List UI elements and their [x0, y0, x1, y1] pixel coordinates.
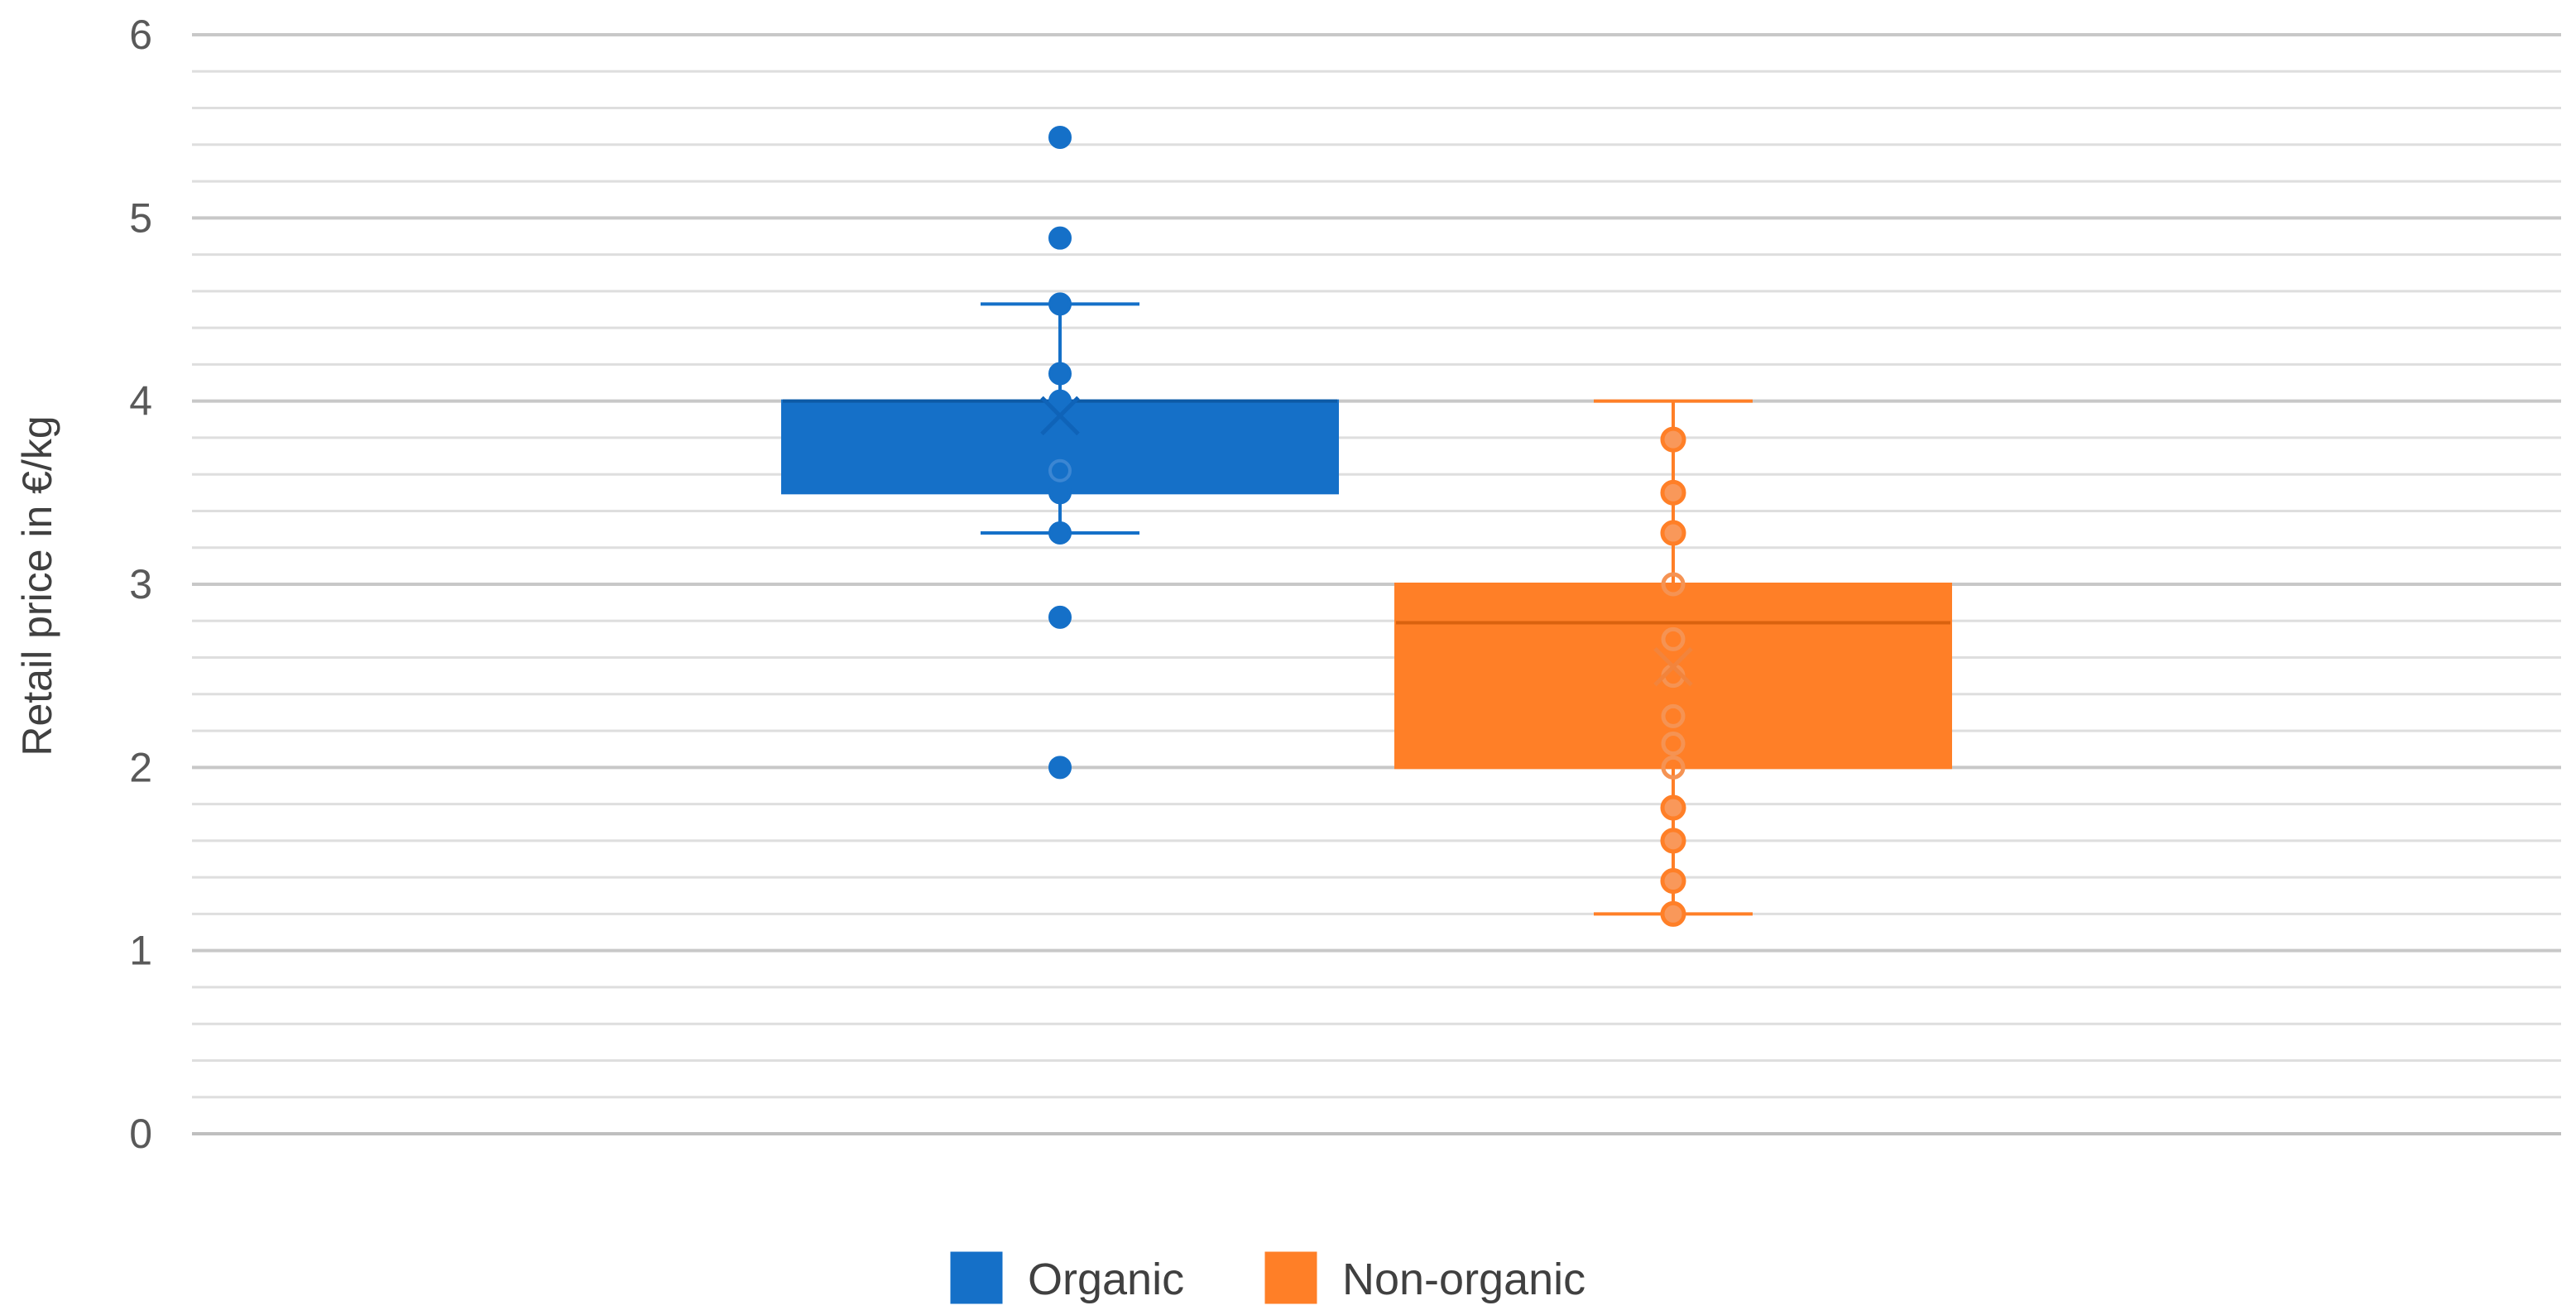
y-tick-label: 5: [129, 194, 152, 241]
y-tick-label: 2: [129, 744, 152, 790]
data-point: [1660, 868, 1686, 895]
data-point: [1048, 458, 1072, 482]
mean-marker: [1653, 646, 1693, 687]
legend-swatch: [1264, 1251, 1317, 1304]
outlier-point: [1048, 605, 1072, 629]
box-non-organic: [1394, 399, 1952, 927]
data-point: [1660, 900, 1686, 927]
y-axis-title: Retail price in €/kg: [14, 415, 60, 756]
y-tick-label: 1: [129, 928, 152, 974]
outlier-point: [1048, 756, 1072, 780]
data-point: [1048, 292, 1072, 316]
y-tick-label: 4: [129, 378, 152, 425]
data-point: [1048, 521, 1072, 545]
data-point: [1048, 389, 1072, 413]
data-point: [1661, 703, 1686, 728]
data-point: [1660, 479, 1686, 506]
data-point: [1661, 732, 1686, 756]
grid-lines: [192, 33, 2561, 1135]
legend-swatch: [950, 1251, 1003, 1304]
data-point: [1660, 426, 1686, 453]
box-series: [781, 125, 1952, 927]
legend-label: Non-organic: [1342, 1255, 1585, 1304]
data-point: [1660, 520, 1686, 546]
data-point: [1048, 362, 1072, 386]
data-point: [1660, 794, 1686, 821]
data-point: [1661, 572, 1686, 597]
data-point: [1660, 828, 1686, 854]
outlier-point: [1048, 226, 1072, 250]
data-point: [1048, 481, 1072, 505]
data-point: [1661, 755, 1686, 780]
legend: Organic Non-organic: [950, 1251, 1585, 1304]
outlier-point: [1048, 125, 1072, 149]
y-axis-tick-labels: 0 1 2 3 4 5 6: [129, 12, 152, 1157]
box-organic: [781, 125, 1339, 780]
mean-marker: [1040, 396, 1080, 436]
legend-label: Organic: [1028, 1255, 1184, 1304]
interquartile-box: [1394, 583, 1952, 770]
y-tick-label: 3: [129, 561, 152, 607]
y-tick-label: 6: [129, 12, 152, 58]
y-tick-label: 0: [129, 1111, 152, 1157]
data-point: [1661, 626, 1686, 651]
